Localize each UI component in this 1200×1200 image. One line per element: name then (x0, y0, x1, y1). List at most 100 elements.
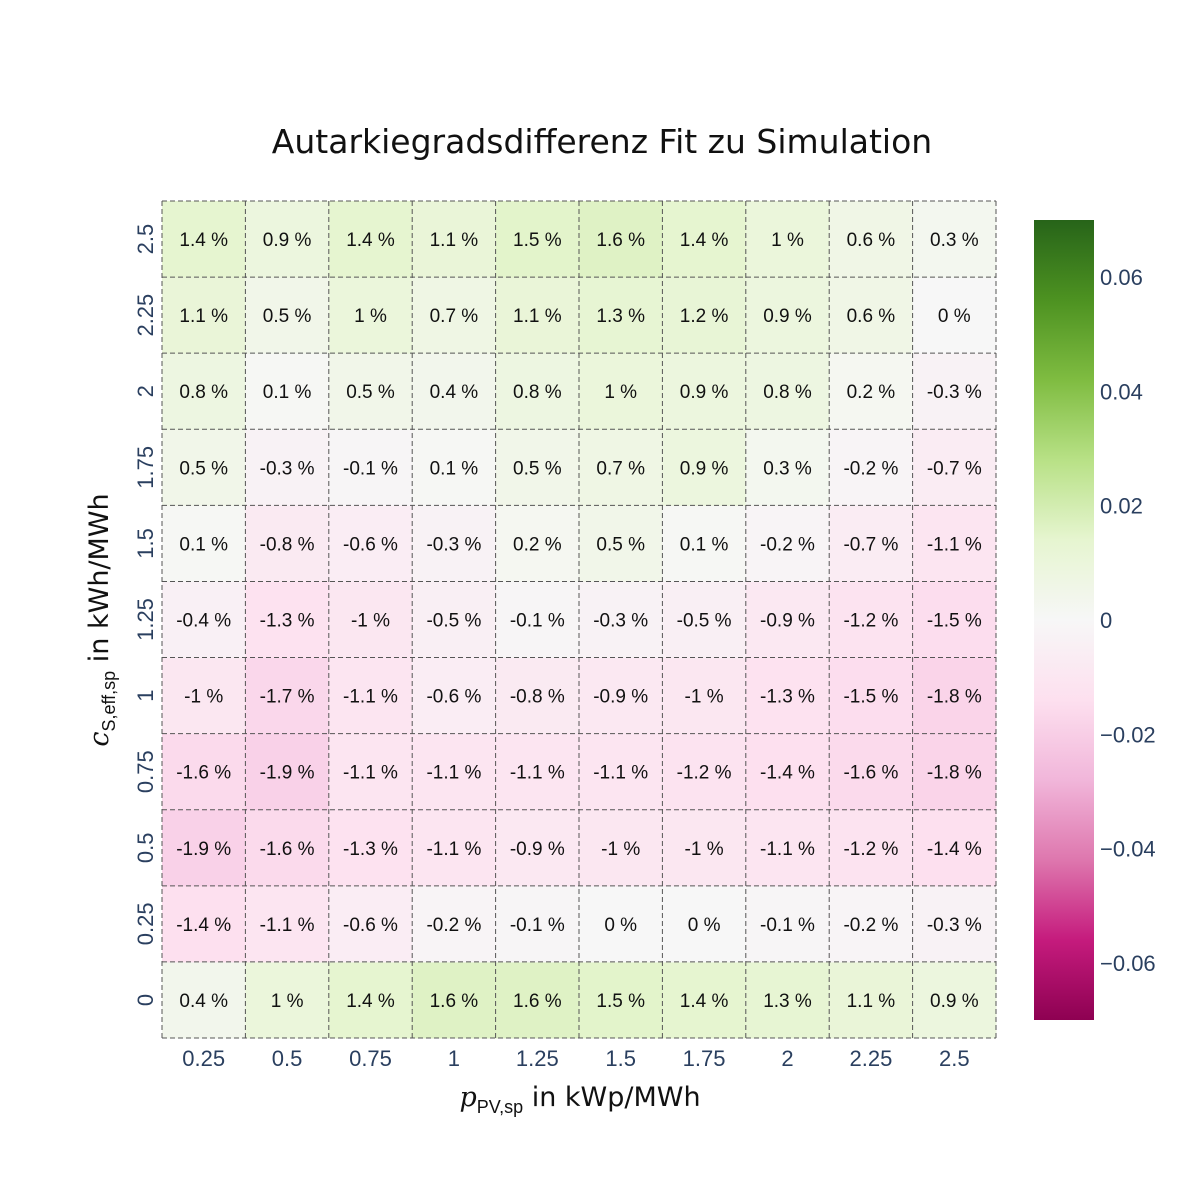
cell-label: -1.2 % (843, 839, 898, 860)
heatmap-cell (412, 961, 497, 1039)
heatmap-cells (162, 201, 997, 1039)
heatmap-cell (662, 429, 747, 506)
x-tick-label: 0.25 (182, 1046, 225, 1071)
cell-label: -0.8 % (260, 534, 315, 555)
heatmap-cell (829, 657, 914, 735)
cell-label: -1.6 % (843, 763, 898, 784)
x-tick-label: 1.75 (683, 1046, 726, 1071)
heatmap-cell (245, 277, 330, 354)
heatmap-cell (412, 885, 497, 963)
cell-label: 0.9 % (263, 230, 312, 251)
cell-label: -0.1 % (760, 915, 815, 936)
heatmap-cell (412, 429, 497, 506)
cell-label: 0.5 % (179, 458, 228, 479)
cell-label: 0.9 % (763, 306, 812, 327)
cell-label: 0.5 % (263, 306, 312, 327)
cell-label: -0.3 % (426, 534, 481, 555)
heatmap-cell (745, 201, 830, 278)
y-axis-unit: in kWh/MWh (84, 493, 115, 670)
cell-label: 1 % (771, 230, 804, 251)
heatmap-cell (328, 505, 413, 582)
cell-label: -1.1 % (343, 763, 398, 784)
heatmap-cell (495, 657, 580, 735)
cell-label: -1.6 % (176, 763, 231, 784)
heatmap-cell (745, 429, 830, 506)
cell-label: -0.1 % (510, 915, 565, 936)
x-tick-label: 2.25 (849, 1046, 892, 1071)
cell-label: -1 % (601, 839, 640, 860)
heatmap-cell (328, 201, 413, 278)
x-tick-label: 2 (781, 1046, 793, 1071)
heatmap-cell (579, 353, 663, 430)
cell-label: 0.3 % (930, 230, 979, 251)
cell-label: 1 % (354, 306, 387, 327)
heatmap-cell (912, 733, 997, 811)
heatmap-cell (245, 429, 330, 506)
cell-label: -1.1 % (260, 915, 315, 936)
cell-label: -0.4 % (176, 611, 231, 632)
heatmap-cell (662, 733, 747, 811)
y-tick-label: 0.75 (133, 750, 158, 793)
cell-label: -0.2 % (843, 915, 898, 936)
cell-label: -1.1 % (343, 687, 398, 708)
heatmap-cell (829, 277, 914, 354)
x-axis-subscript: PV,sp (477, 1097, 523, 1117)
colorbar-tick-label: −0.02 (1100, 722, 1156, 747)
heatmap-cell (162, 961, 246, 1039)
heatmap-cell (662, 353, 747, 430)
cell-label: -0.3 % (927, 915, 982, 936)
heatmap-cell (328, 581, 413, 659)
cell-label: 1.5 % (513, 230, 562, 251)
heatmap-cell (328, 809, 413, 887)
cell-label: -1 % (685, 839, 724, 860)
cell-label: -1.1 % (593, 763, 648, 784)
heatmap-cell (328, 429, 413, 506)
x-axis-ticks: 0.25 0.5 0.75 1 1.25 1.5 1.75 2 2.25 2.5 (182, 1046, 969, 1071)
cell-label: -0.8 % (510, 687, 565, 708)
cell-label: 1 % (271, 991, 304, 1012)
cell-label: -1.9 % (260, 763, 315, 784)
heatmap-cell (829, 581, 914, 659)
cell-label: 1.6 % (430, 991, 479, 1012)
heatmap-cell (579, 505, 663, 582)
x-tick-label: 1.5 (605, 1046, 636, 1071)
cell-label: -1.4 % (760, 763, 815, 784)
x-axis-title: pPV,sp in kWp/MWh (459, 1082, 700, 1117)
heatmap-cell (495, 505, 580, 582)
colorbar-tick-label: 0.04 (1100, 379, 1143, 404)
cell-label: -0.5 % (426, 611, 481, 632)
cell-label: 0.6 % (847, 306, 896, 327)
heatmap-cell (912, 885, 997, 963)
colorbar-tick-label: 0.02 (1100, 494, 1143, 519)
heatmap-cell (245, 961, 330, 1039)
heatmap-cell (162, 505, 246, 582)
heatmap-cell (328, 277, 413, 354)
heatmap-cell (745, 277, 830, 354)
cell-label: 0.9 % (680, 382, 729, 403)
y-tick-label: 1.5 (133, 528, 158, 559)
heatmap-cell (412, 201, 497, 278)
heatmap-cell (745, 733, 830, 811)
heatmap-cell (328, 353, 413, 430)
y-tick-label: 1.25 (133, 598, 158, 641)
heatmap-cell (579, 961, 663, 1039)
heatmap-cell (579, 733, 663, 811)
heatmap-cell (829, 201, 914, 278)
cell-label: 1.1 % (430, 230, 479, 251)
cell-label: 0.2 % (513, 534, 562, 555)
cell-label: -1 % (351, 611, 390, 632)
heatmap-cell (328, 657, 413, 735)
cell-label: -0.1 % (510, 611, 565, 632)
heatmap-cell (912, 961, 997, 1039)
x-tick-label: 0.5 (272, 1046, 303, 1071)
heatmap-cell (412, 581, 497, 659)
cell-label: 1.1 % (847, 991, 896, 1012)
cell-label: 1.4 % (680, 991, 729, 1012)
heatmap-cell (912, 201, 997, 278)
y-tick-label: 2 (133, 385, 158, 397)
cell-label: 0 % (604, 915, 637, 936)
cell-label: -1.5 % (927, 611, 982, 632)
heatmap-cell (829, 809, 914, 887)
heatmap-cell (579, 429, 663, 506)
heatmap-cell (662, 809, 747, 887)
